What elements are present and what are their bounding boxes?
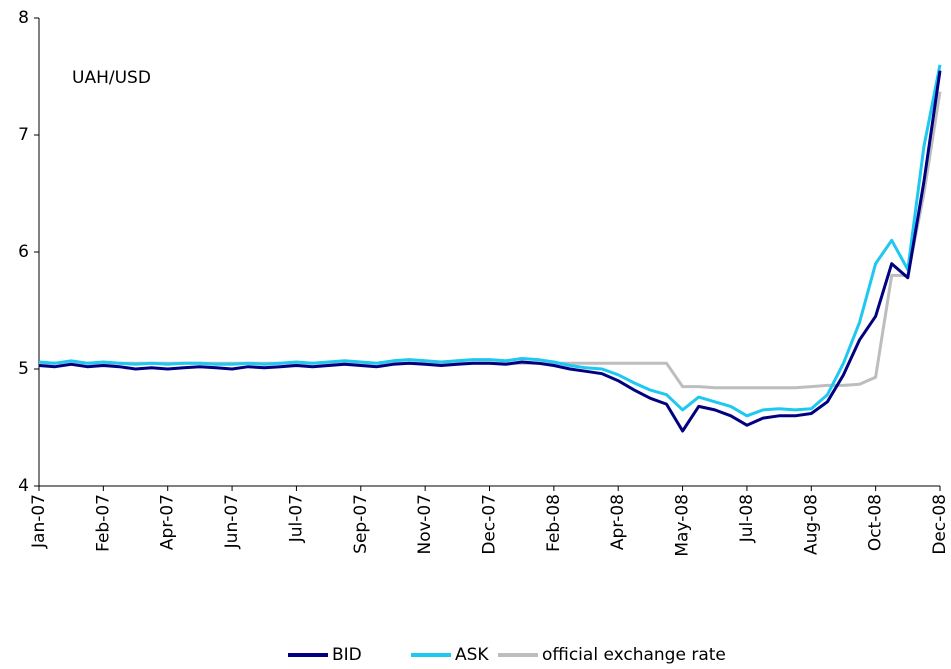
x-tick-label: Jan-07 [29,494,49,549]
x-tick-label: Feb-08 [544,494,564,552]
x-tick-label: Feb-07 [93,494,113,552]
x-tick-label: Dec-07 [480,494,500,555]
y-tick-label: 8 [18,8,29,28]
x-tick-label: Sep-07 [351,494,371,554]
x-tick-label: Apr-08 [608,494,628,550]
x-tick-label: Jun-07 [222,494,242,549]
legend-label: official exchange rate [542,645,726,665]
y-tick-label: 7 [18,125,29,145]
x-tick-label: May-08 [673,494,693,557]
legend-label: BID [332,645,362,665]
y-tick-label: 6 [18,242,29,262]
series-line [38,64,942,418]
x-tick-label: Dec-08 [930,494,950,555]
series-line [38,70,942,433]
series-line [39,91,942,390]
x-tick-label: Oct-08 [866,494,886,551]
annotation: UAH/USD [72,68,151,88]
x-tick-label: Apr-07 [158,494,178,550]
legend-label: ASK [455,645,489,665]
x-tick-label: Jul-08 [737,494,757,543]
x-tick-label: Jul-07 [286,494,306,543]
y-tick-label: 4 [18,476,29,496]
x-tick-label: Nov-07 [415,494,435,555]
y-tick-label: 5 [18,359,29,379]
x-tick-label: Aug-08 [801,494,821,555]
